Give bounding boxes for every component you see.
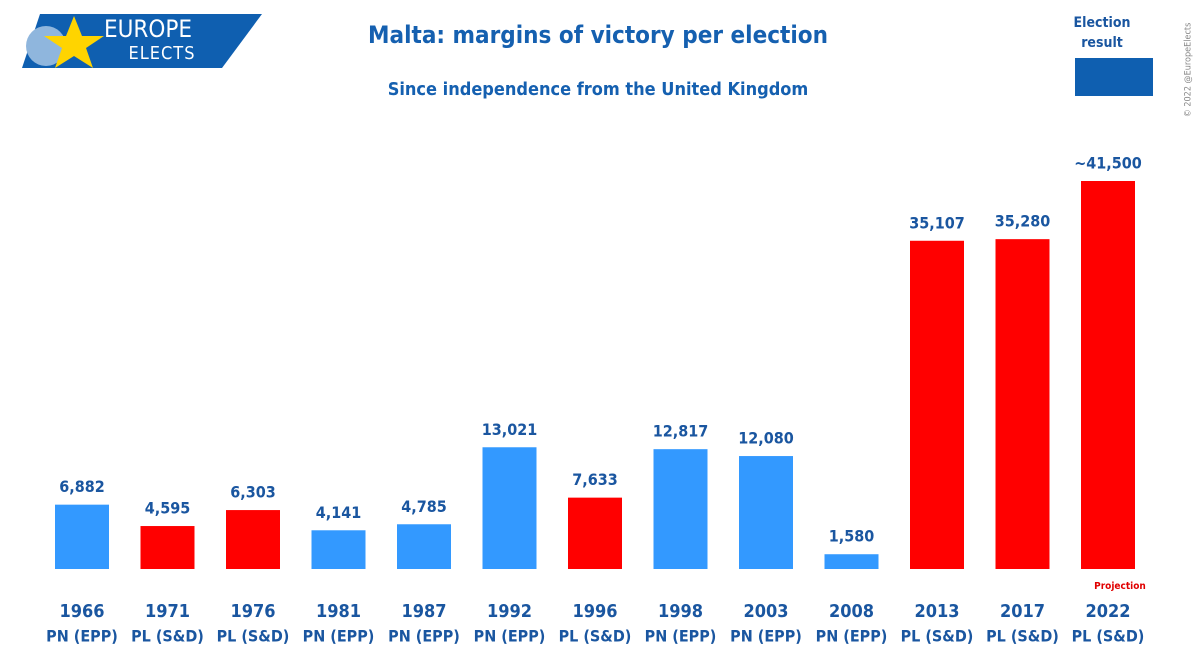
value-label: 6,303	[230, 483, 276, 502]
party-label: PN (EPP)	[816, 627, 888, 646]
x-tick-label: 1996	[572, 601, 617, 622]
party-label: PL (S&D)	[559, 627, 632, 646]
party-label: PL (S&D)	[1072, 627, 1145, 646]
value-label: 35,107	[909, 213, 965, 232]
annotation: Projection	[1094, 581, 1146, 592]
value-label: 12,080	[738, 429, 794, 448]
copyright: © 2022 @EuropeElects	[1184, 23, 1194, 118]
logo-bottom: ELECTS	[129, 43, 196, 64]
x-tick-label: 2008	[829, 601, 874, 622]
bar	[311, 530, 366, 569]
bar	[1081, 181, 1135, 569]
legend-label: Election result	[1073, 15, 1131, 51]
bar	[226, 510, 280, 569]
value-label: 1,580	[829, 527, 875, 546]
value-label: 6,882	[59, 477, 105, 496]
party-label: PN (EPP)	[645, 627, 717, 646]
chart-subtitle: Since independence from the United Kingd…	[388, 79, 809, 100]
x-tick-label: 2022	[1085, 601, 1130, 622]
bar	[55, 504, 109, 569]
bar	[739, 456, 793, 569]
value-label: 13,021	[482, 420, 538, 439]
logo-star	[44, 16, 104, 68]
value-label: 12,817	[653, 422, 709, 441]
party-label: PN (EPP)	[474, 627, 546, 646]
value-label: ~41,500	[1074, 154, 1142, 173]
party-label: PN (EPP)	[730, 627, 802, 646]
x-tick-label: 1998	[658, 601, 703, 622]
x-tick-label: 1987	[401, 601, 446, 622]
party-label: PN (EPP)	[388, 627, 460, 646]
x-tick-label: 2017	[1000, 601, 1045, 622]
value-label: 4,595	[145, 499, 191, 518]
party-label: PL (S&D)	[131, 627, 204, 646]
value-label: 4,785	[401, 497, 447, 516]
bar	[482, 447, 537, 569]
party-label: PN (EPP)	[303, 627, 375, 646]
logo-top: EUROPE	[104, 15, 192, 43]
x-tick-label: 2003	[743, 601, 788, 622]
legend-swatch	[1075, 58, 1153, 96]
bar	[653, 449, 708, 569]
bar	[995, 239, 1050, 569]
x-tick-label: 1971	[145, 601, 190, 622]
value-label: 4,141	[316, 503, 362, 522]
bar	[397, 524, 451, 569]
x-tick-label: 2013	[914, 601, 959, 622]
party-label: PL (S&D)	[901, 627, 974, 646]
x-tick-label: 1992	[487, 601, 532, 622]
x-tick-label: 1981	[316, 601, 361, 622]
bar	[568, 497, 622, 569]
bar	[910, 240, 964, 570]
party-label: PL (S&D)	[217, 627, 290, 646]
x-tick-label: 1966	[59, 601, 104, 622]
bar	[140, 526, 195, 569]
x-tick-label: 1976	[230, 601, 275, 622]
bar	[824, 554, 879, 569]
value-label: 7,633	[572, 470, 618, 489]
party-label: PN (EPP)	[46, 627, 118, 646]
party-label: PL (S&D)	[986, 627, 1059, 646]
chart-title: Malta: margins of victory per election	[368, 21, 828, 49]
value-label: 35,280	[995, 212, 1051, 231]
